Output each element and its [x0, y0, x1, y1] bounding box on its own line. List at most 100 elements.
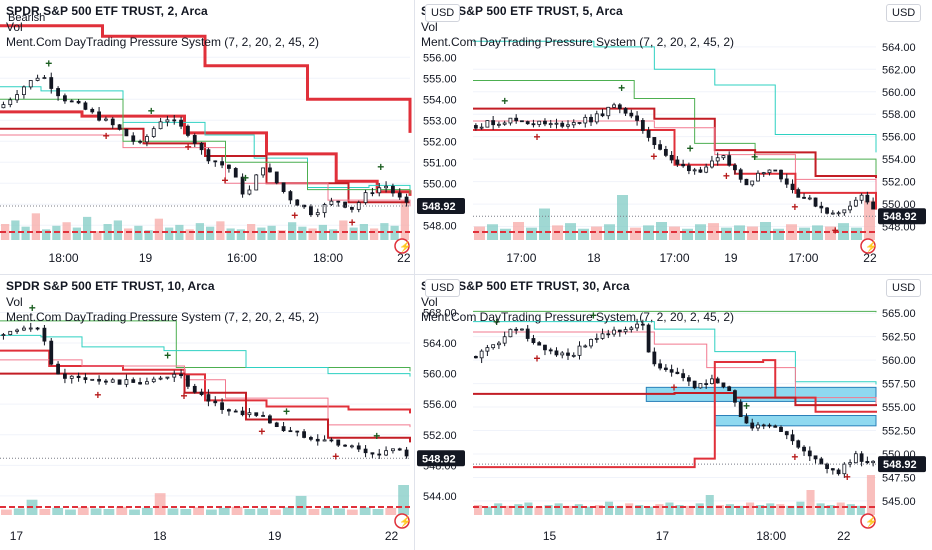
candle-body	[733, 164, 737, 171]
candle-body	[600, 333, 605, 339]
buy-marker: +	[377, 160, 384, 174]
last-price-label: 548.92	[883, 459, 917, 471]
candle-body	[254, 174, 259, 191]
volume-bar	[574, 504, 583, 515]
volume-bar	[129, 509, 140, 515]
candle-body	[635, 323, 639, 329]
candle-body	[165, 119, 170, 123]
y-tick-label: 562.00	[882, 64, 916, 76]
candle-body	[240, 410, 245, 416]
candle-body	[802, 196, 806, 199]
sell-marker: +	[181, 389, 188, 403]
candle-body	[22, 327, 26, 331]
chart-pane-5min[interactable]: 556.00 555.00 554.00 553.00 552.00 551.00 550.…	[415, 0, 932, 274]
candle-body	[658, 144, 663, 150]
volume-bar	[864, 200, 875, 240]
volume-bar	[180, 509, 192, 515]
volume-bar	[244, 509, 256, 515]
volume-bar	[72, 227, 81, 240]
volume-bar	[295, 495, 307, 515]
chart-pane-30min[interactable]: 568.00 564.00 560.00 556.00 552.00 548.00 544.…	[415, 275, 932, 550]
candle-body	[514, 117, 519, 122]
volume-bar	[565, 223, 576, 240]
volume-bar	[185, 229, 194, 240]
sell-marker: +	[94, 388, 101, 402]
candle-body	[485, 120, 490, 128]
candle-body	[497, 123, 501, 126]
candle-body	[497, 342, 501, 346]
currency-button[interactable]: USD	[886, 4, 922, 22]
candle-body	[589, 116, 593, 123]
x-tick-label: 18	[587, 251, 601, 265]
supply-zone	[645, 386, 877, 402]
candle-body	[543, 344, 547, 351]
y-tick-label: 564.00	[423, 338, 457, 350]
chart-legend: SPDR S&P 500 ETF TRUST, 2, Arca Vol Ment…	[6, 4, 319, 51]
candle-body	[69, 100, 74, 103]
candle-body	[577, 122, 582, 124]
chart-canvas-5min[interactable]: 556.00 555.00 554.00 553.00 552.00 551.00 550.…	[415, 0, 932, 274]
candle-body	[744, 416, 749, 424]
currency-button[interactable]: USD	[425, 4, 461, 22]
candle-body	[151, 128, 156, 137]
candle-body	[315, 438, 320, 442]
candle-body	[179, 373, 183, 377]
volume-bar	[154, 218, 163, 240]
candle-body	[698, 383, 703, 389]
candle-body	[485, 347, 490, 352]
candle-body	[594, 337, 599, 340]
candle-body	[363, 192, 368, 203]
chart-pane-10min[interactable]: + + + + + + + +17 18 19 22 ⚡ SPDR S&P 500 ETF TRUST…	[0, 275, 414, 550]
chart-canvas-10min[interactable]: + + + + + + + +17 18 19 22⚡	[0, 275, 414, 550]
volume-bar	[773, 228, 784, 240]
volume-bar	[226, 228, 235, 240]
candle-body	[186, 125, 190, 136]
volume-bar	[564, 505, 573, 515]
volume-bar	[11, 220, 20, 240]
candle-body	[8, 330, 13, 335]
y-tick-label: 550.00	[423, 178, 457, 190]
volume-bar	[113, 220, 122, 240]
volume-bar	[474, 226, 485, 240]
candle-body	[594, 113, 599, 123]
candle-body	[213, 160, 218, 163]
candle-body	[733, 390, 737, 403]
chart-canvas-2min[interactable]: + + + + + + + + +18:00 19 16:00 18:00 22⚡	[0, 0, 414, 274]
candle-body	[744, 178, 749, 186]
y-tick-label: 562.50	[882, 332, 916, 344]
volume-bar	[329, 229, 338, 240]
pressure-band-teal	[0, 86, 411, 190]
candle-body	[502, 122, 507, 125]
volume-bar	[494, 503, 503, 515]
candle-body	[49, 340, 54, 365]
candle-body	[391, 185, 395, 194]
candle-body	[397, 192, 402, 198]
candle-body	[629, 327, 634, 330]
chart-pane-2min[interactable]: + + + + + + + + +18:00 19 16:00 18:00 22 ⚡ SPDR S&P 5…	[0, 0, 414, 274]
volume-label: Vol	[421, 19, 438, 34]
x-tick-label: 17	[10, 529, 24, 543]
candle-body	[681, 373, 686, 379]
volume-bar	[144, 230, 153, 240]
candle-body	[830, 468, 835, 471]
chart-canvas-30min[interactable]: 568.00564.00560.00556.00552.00548.00544.…	[415, 275, 932, 550]
horizontal-divider	[0, 274, 932, 275]
candle-body	[836, 212, 841, 215]
candle-body	[802, 446, 806, 452]
volume-bar	[721, 227, 732, 240]
candle-body	[8, 99, 13, 106]
volume-bar	[846, 504, 855, 515]
currency-button[interactable]: USD	[886, 279, 922, 297]
chart-title: SPDR S&P 500 ETF TRUST, 2, Arca	[6, 4, 208, 18]
pressure-band-green	[0, 320, 411, 372]
candle-body	[384, 185, 388, 189]
sell-marker: +	[103, 129, 110, 143]
candle-body	[767, 424, 772, 427]
candle-body	[158, 121, 163, 130]
candle-body	[329, 200, 334, 205]
candle-body	[491, 344, 496, 349]
volume-bar	[380, 223, 389, 240]
currency-button[interactable]: USD	[425, 279, 461, 297]
candle-body	[571, 122, 576, 126]
candle-body	[281, 182, 286, 192]
